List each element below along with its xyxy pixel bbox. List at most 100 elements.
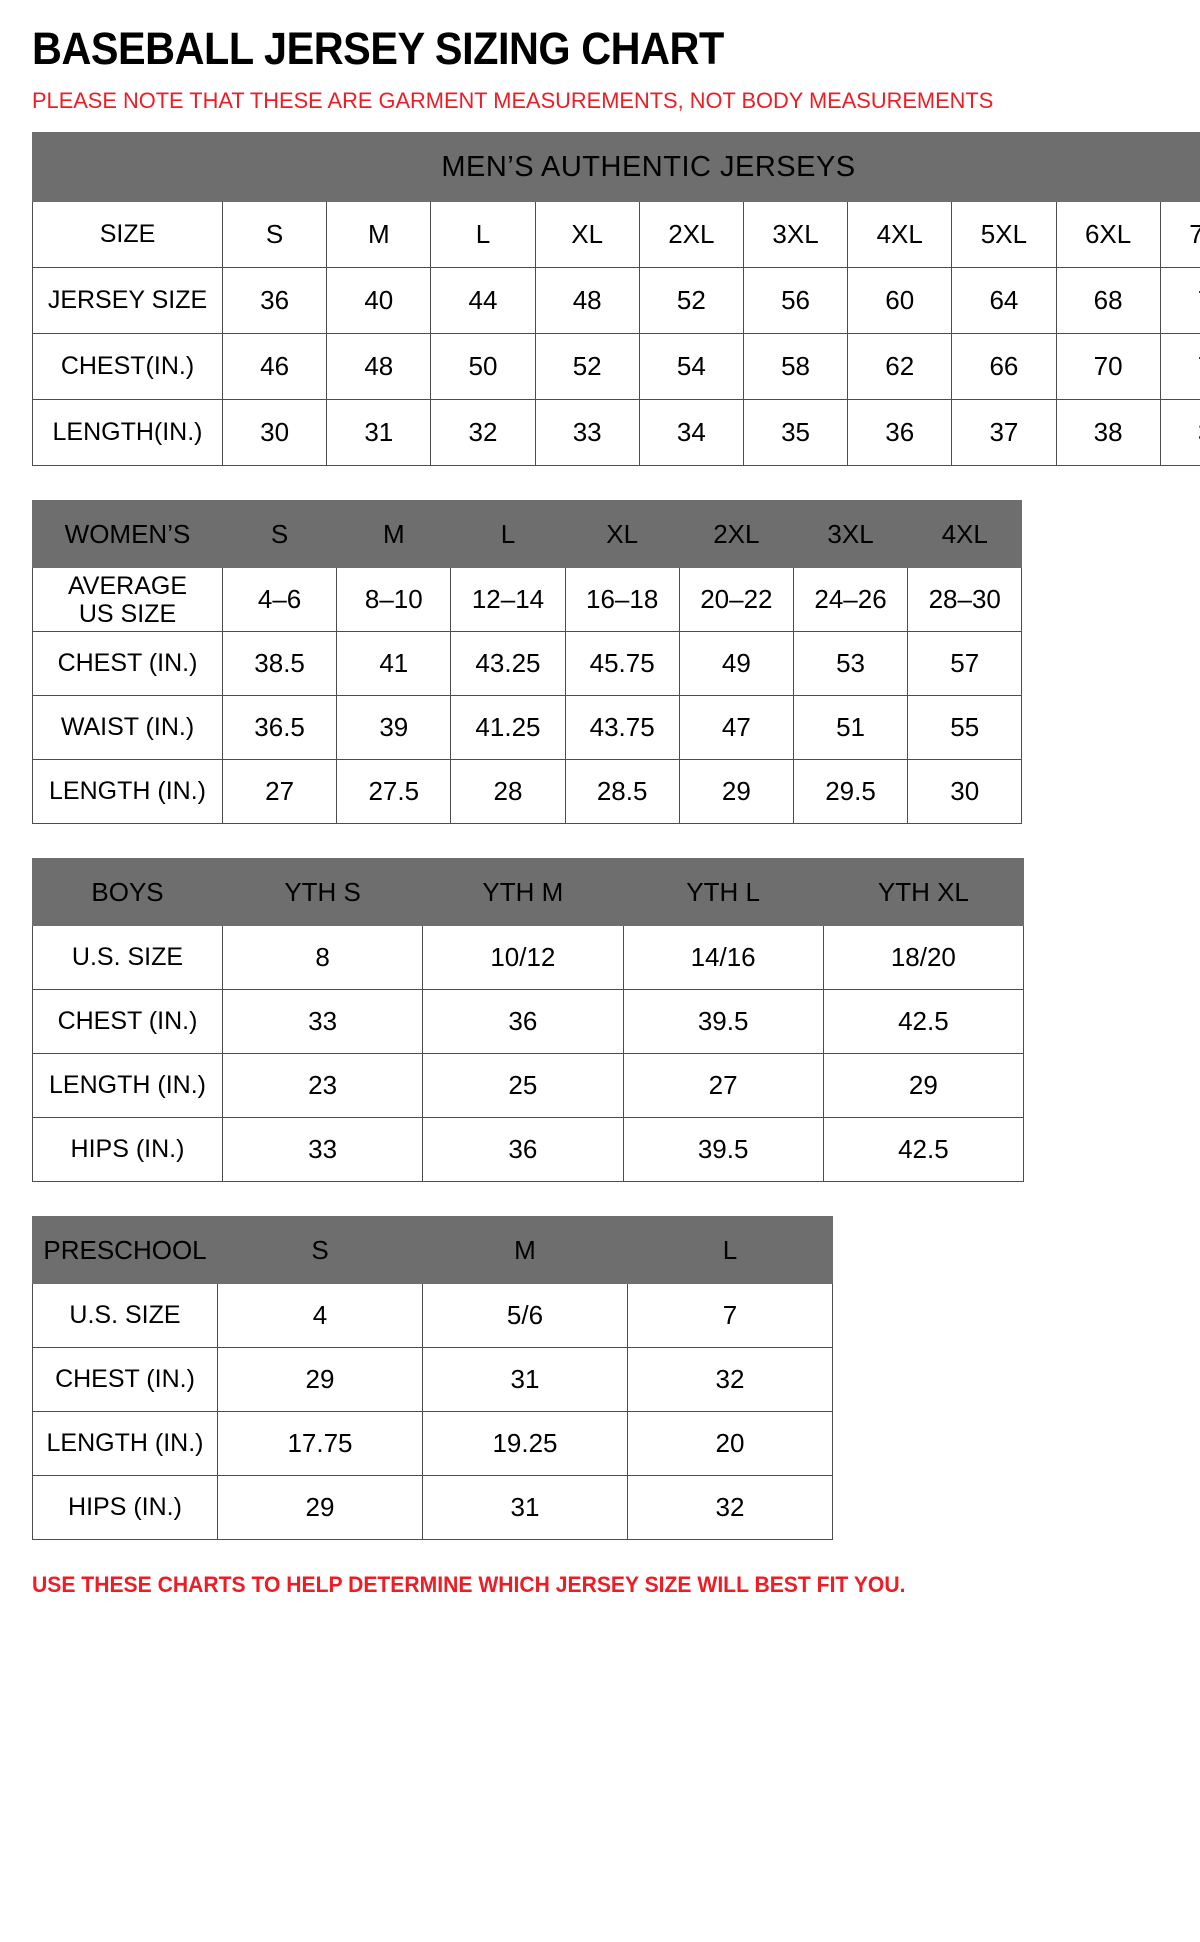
womens-size-header: XL (564, 500, 680, 569)
boys-sizing-table: BOYS YTH S YTH M YTH L YTH XL U.S. SIZE 8 10/12… (32, 858, 1025, 1183)
mens-cell: 76 (1159, 333, 1200, 401)
boys-cell: 25 (422, 1053, 624, 1119)
mens-cell: 58 (742, 333, 849, 401)
womens-cell: 4–6 (221, 567, 338, 633)
table-row: WAIST (IN.) 36.5 39 41.25 43.75 47 51 55 (32, 695, 1023, 761)
mens-cell: 52 (534, 333, 640, 401)
womens-cell: 27.5 (336, 759, 452, 825)
mens-cell: 64 (951, 267, 1057, 335)
mens-banner: MEN’S AUTHENTIC JERSEYS (32, 132, 1200, 203)
mens-cell: 33 (534, 399, 640, 467)
womens-cell: 12–14 (450, 567, 566, 633)
womens-cell: 43.25 (450, 631, 566, 697)
boys-cell: 10/12 (422, 925, 624, 991)
boys-cell: 33 (221, 989, 424, 1055)
boys-cell: 27 (622, 1053, 824, 1119)
mens-row-label: JERSEY SIZE (32, 267, 223, 335)
preschool-cell: 31 (422, 1347, 628, 1413)
womens-cell: 57 (907, 631, 1023, 697)
mens-size-header: XL (534, 201, 640, 269)
mens-cell: 56 (742, 267, 849, 335)
boys-size-header: YTH M (422, 858, 624, 927)
womens-cell: 41.25 (450, 695, 566, 761)
mens-size-header: 7XL (1159, 201, 1200, 269)
mens-cell: 35 (742, 399, 849, 467)
mens-cell: 31 (326, 399, 432, 467)
boys-cell: 42.5 (822, 1117, 1025, 1183)
mens-size-header: S (221, 201, 328, 269)
mens-sizing-table: MEN’S AUTHENTIC JERSEYS SIZE S M L XL 2XL 3XL 4X… (32, 132, 1200, 467)
table-row: LENGTH (IN.) 23 25 27 29 (32, 1053, 1025, 1119)
boys-cell: 36 (422, 1117, 624, 1183)
preschool-cell: 7 (627, 1283, 833, 1349)
womens-cell: 27 (221, 759, 338, 825)
mens-cell: 68 (1055, 267, 1161, 335)
table-row: U.S. SIZE 4 5/6 7 (32, 1283, 833, 1349)
mens-size-header: 4XL (847, 201, 953, 269)
preschool-size-header: M (422, 1216, 628, 1285)
table-row: HIPS (IN.) 29 31 32 (32, 1475, 833, 1541)
mens-cell: 30 (221, 399, 328, 467)
mens-size-header: L (430, 201, 536, 269)
mens-size-header: 2XL (638, 201, 744, 269)
table-row: LENGTH(IN.)30313233343536373839 (32, 399, 1200, 467)
womens-cell: 43.75 (564, 695, 680, 761)
chart-footer-note: USE THESE CHARTS TO HELP DETERMINE WHICH… (32, 1572, 906, 1598)
preschool-cell: 20 (627, 1411, 833, 1477)
mens-table-body: MEN’S AUTHENTIC JERSEYS SIZE S M L XL 2XL 3XL 4X… (32, 132, 1200, 467)
boys-row-label: LENGTH (IN.) (32, 1053, 223, 1119)
womens-cell: 49 (678, 631, 794, 697)
womens-row-label: LENGTH (IN.) (32, 759, 223, 825)
womens-cell: 36.5 (221, 695, 338, 761)
womens-cell: 24–26 (792, 567, 909, 633)
womens-size-header: S (221, 500, 338, 569)
page-title: BASEBALL JERSEY SIZING CHART (32, 23, 724, 74)
mens-size-header: M (326, 201, 432, 269)
mens-cell: 36 (847, 399, 953, 467)
womens-table-body: WOMEN’S S M L XL 2XL 3XL 4XL AVERAGE US SIZE 4–6 8–… (32, 500, 1023, 825)
mens-size-header-row: SIZESMLXL2XL3XL4XL5XL6XL7XL (32, 201, 1200, 269)
mens-size-header: 3XL (742, 201, 849, 269)
table-row: CHEST (IN.) 29 31 32 (32, 1347, 833, 1413)
womens-cell: 39 (336, 695, 452, 761)
preschool-cell: 5/6 (422, 1283, 628, 1349)
womens-sizing-table: WOMEN’S S M L XL 2XL 3XL 4XL AVERAGE US SIZE 4–6 8–… (32, 500, 1023, 825)
preschool-size-header: S (217, 1216, 423, 1285)
womens-row-label: AVERAGE US SIZE (32, 567, 223, 633)
boys-size-header: YTH S (221, 858, 424, 927)
mens-size-header: 5XL (951, 201, 1057, 269)
mens-cell: 62 (847, 333, 953, 401)
preschool-row-label: U.S. SIZE (32, 1283, 218, 1349)
preschool-row-label: LENGTH (IN.) (32, 1411, 218, 1477)
boys-cell: 14/16 (622, 925, 824, 991)
womens-cell: 28.5 (564, 759, 680, 825)
womens-cell: 55 (907, 695, 1023, 761)
mens-size-header: 6XL (1055, 201, 1161, 269)
boys-cell: 33 (221, 1117, 424, 1183)
womens-cell: 28–30 (907, 567, 1023, 633)
womens-cell: 51 (792, 695, 909, 761)
womens-cell: 8–10 (336, 567, 452, 633)
mens-cell: 52 (638, 267, 744, 335)
womens-cell: 16–18 (564, 567, 680, 633)
womens-cell: 29 (678, 759, 794, 825)
womens-row-label: WAIST (IN.) (32, 695, 223, 761)
boys-table-body: BOYS YTH S YTH M YTH L YTH XL U.S. SIZE 8 10/12… (32, 858, 1025, 1183)
preschool-cell: 29 (217, 1475, 423, 1541)
mens-cell: 46 (221, 333, 328, 401)
womens-cell: 45.75 (564, 631, 680, 697)
boys-cell: 42.5 (822, 989, 1025, 1055)
womens-size-header: L (450, 500, 566, 569)
womens-cell: 41 (336, 631, 452, 697)
boys-cell: 29 (822, 1053, 1025, 1119)
mens-row-label: LENGTH(IN.) (32, 399, 223, 467)
womens-cell: 20–22 (678, 567, 794, 633)
womens-row-label-line2: US SIZE (78, 599, 177, 628)
measurement-note: PLEASE NOTE THAT THESE ARE GARMENT MEASU… (32, 88, 994, 113)
preschool-row-label: HIPS (IN.) (32, 1475, 218, 1541)
boys-row-label: HIPS (IN.) (32, 1117, 223, 1183)
preschool-cell: 4 (217, 1283, 423, 1349)
womens-size-header-row: WOMEN’S S M L XL 2XL 3XL 4XL (32, 500, 1023, 569)
mens-cell: 50 (430, 333, 536, 401)
preschool-cell: 19.25 (422, 1411, 628, 1477)
